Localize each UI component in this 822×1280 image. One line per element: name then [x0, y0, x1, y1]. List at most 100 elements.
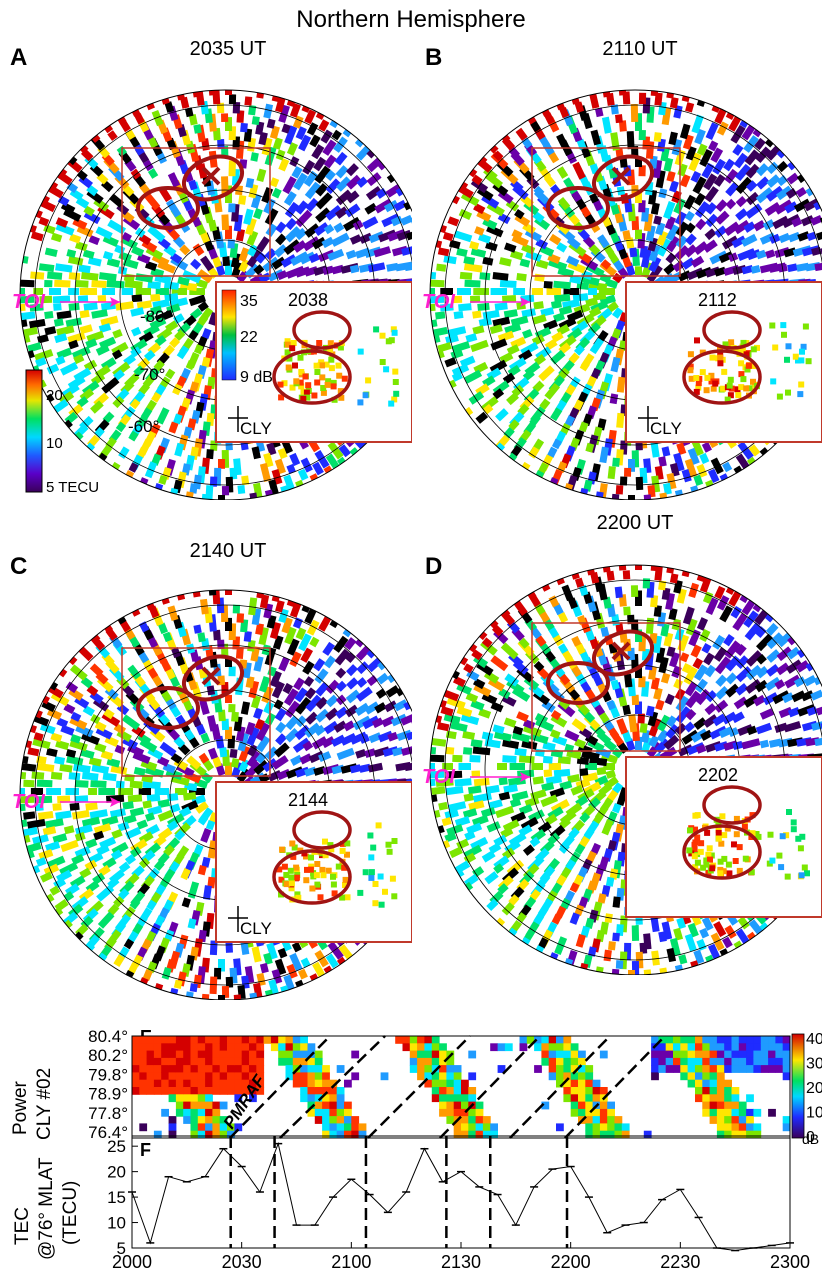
inset-cell	[385, 841, 392, 848]
heatmap-cell	[227, 1050, 235, 1059]
inset-cell	[738, 360, 745, 367]
tec-cell	[289, 651, 302, 667]
inset-cell	[750, 363, 757, 369]
tec-cell	[275, 733, 288, 746]
tec-cell	[573, 344, 585, 356]
heatmap-cell	[358, 1130, 367, 1139]
tec-cell	[35, 857, 47, 867]
tec-cell	[735, 683, 749, 696]
tec-cell	[258, 627, 269, 646]
tec-cell	[557, 612, 569, 624]
heatmap-cell	[234, 1123, 243, 1132]
tec-cell	[94, 721, 107, 732]
inset-cell	[342, 876, 349, 883]
tec-cell	[277, 447, 288, 460]
heatmap-cell	[446, 1108, 455, 1117]
tec-cell	[602, 596, 612, 609]
tec-cell	[580, 681, 592, 693]
heatmap-cell	[300, 1065, 308, 1073]
inset-cell	[754, 344, 760, 351]
heatmap-cell	[687, 1065, 696, 1073]
heatmap-cell	[146, 1079, 155, 1088]
inset-cell	[726, 870, 733, 877]
inset-cell	[281, 863, 288, 870]
tec-cell	[548, 595, 560, 608]
tec-colorbar-tick-5: 5 TECU	[46, 479, 99, 496]
tec-cell	[292, 737, 311, 753]
tec-cell	[517, 574, 532, 592]
tec-cell	[171, 288, 187, 295]
tec-cell	[102, 288, 115, 295]
heatmap-cell	[351, 1072, 360, 1081]
tec-cell	[314, 668, 329, 684]
tec-cell	[44, 310, 54, 320]
heatmap-cell	[439, 1050, 447, 1059]
inset-cell	[276, 866, 283, 873]
inset-cell	[330, 873, 336, 880]
tec-cell	[622, 570, 631, 580]
tec-cell	[639, 245, 648, 259]
tec-cell	[663, 734, 680, 751]
tec-cell	[457, 631, 473, 645]
heatmap-cell	[190, 1057, 199, 1066]
inset-cell	[320, 872, 327, 879]
tec-cell	[187, 418, 197, 431]
heatmap-cell	[695, 1036, 703, 1044]
tec-cell	[607, 466, 616, 480]
tec-cell	[157, 799, 171, 809]
inset-cell	[292, 362, 298, 369]
tec-cell	[704, 703, 717, 716]
heatmap-cell	[197, 1043, 206, 1052]
tec-cell	[430, 303, 436, 312]
tec-cell	[578, 896, 589, 909]
tec-cell	[81, 816, 101, 828]
tec-cell	[755, 249, 767, 260]
heatmap-cell	[153, 1087, 162, 1095]
tec-cell	[271, 681, 285, 699]
tec-cell	[587, 946, 597, 957]
tec-cell	[271, 187, 282, 199]
tec-cell	[530, 627, 542, 640]
tec-cell	[737, 441, 754, 460]
heatmap-cell	[351, 1050, 360, 1059]
heatmap-cell	[336, 1065, 345, 1073]
tec-cell	[786, 615, 804, 632]
heatmap-cell	[439, 1094, 447, 1103]
tec-cell	[431, 326, 449, 337]
tec-cell	[390, 713, 408, 727]
tec-cell	[650, 677, 660, 690]
tec-cell	[275, 149, 286, 161]
tec-cell	[497, 330, 515, 343]
tec-cell	[238, 258, 251, 273]
tec-cell	[228, 203, 236, 213]
tec-cell	[664, 693, 675, 706]
tec-cell	[97, 911, 115, 929]
tec-cell	[433, 674, 447, 686]
heatmap-cell	[702, 1072, 711, 1081]
heatmap-cell	[285, 1057, 294, 1066]
heatmap-cell	[190, 1123, 199, 1132]
tec-cell	[321, 236, 335, 249]
inset-ellipse	[272, 349, 352, 405]
tec-cell	[264, 208, 279, 226]
heatmap-cell	[190, 1108, 199, 1117]
heatmap-cell	[468, 1072, 477, 1081]
heatmap-cell	[205, 1079, 213, 1088]
tec-cell	[374, 198, 393, 214]
heatmap-cell	[197, 1108, 206, 1117]
tec-cell	[815, 185, 822, 196]
inset-cell	[327, 340, 334, 347]
tec-cell	[608, 251, 620, 264]
heatmap-cell	[139, 1036, 148, 1044]
heatmap-cell	[673, 1050, 681, 1059]
tec-cell	[228, 94, 237, 105]
heatmap-cell	[183, 1116, 191, 1124]
heatmap-cell	[424, 1065, 433, 1073]
tec-cell	[430, 746, 437, 755]
heatmap-cell	[468, 1050, 477, 1059]
tec-cell	[259, 675, 271, 693]
tec-cell	[732, 612, 748, 631]
tec-cell	[290, 251, 310, 266]
heatmap-cell	[175, 1050, 184, 1059]
tec-cell	[63, 825, 75, 835]
